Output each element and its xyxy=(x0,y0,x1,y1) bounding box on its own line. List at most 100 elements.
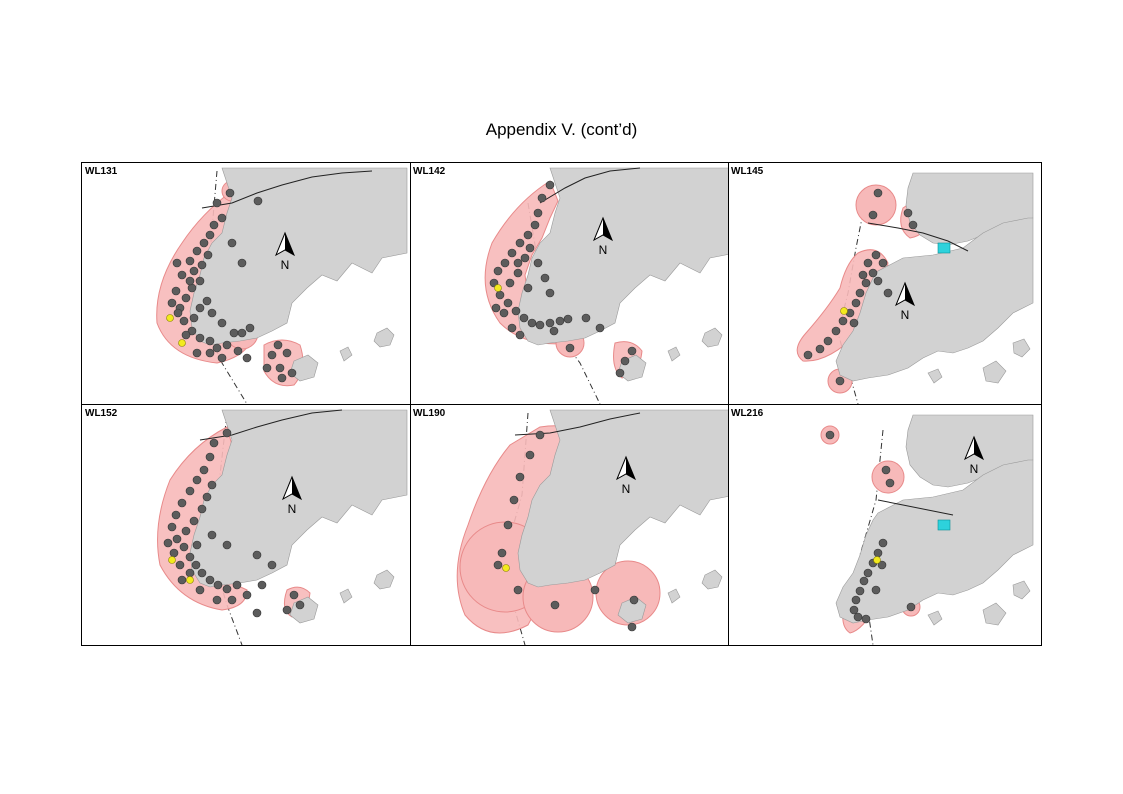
sighting-point xyxy=(163,538,173,548)
sighting-point xyxy=(549,326,559,336)
land-mass xyxy=(701,327,723,348)
sighting-point xyxy=(815,344,825,354)
sighting-point xyxy=(217,318,227,328)
sighting-point xyxy=(515,472,525,482)
sighting-point xyxy=(491,303,501,313)
north-arrow-icon: N xyxy=(615,455,637,496)
sighting-point xyxy=(523,283,533,293)
map-panel-wl131: N WL131 xyxy=(82,163,410,404)
sighting-point xyxy=(237,258,247,268)
sighting-point xyxy=(590,585,600,595)
sighting-point xyxy=(177,270,187,280)
north-arrow-shade xyxy=(974,437,983,459)
land-mass xyxy=(982,360,1007,384)
sighting-point xyxy=(861,614,871,624)
sighting-point xyxy=(868,268,878,278)
sighting-point xyxy=(823,336,833,346)
land-mass xyxy=(835,217,1034,382)
highlight-sighting-point xyxy=(168,556,176,564)
sighting-point xyxy=(179,316,189,326)
sighting-point xyxy=(503,520,513,530)
land-mass xyxy=(701,569,723,590)
sighting-point xyxy=(185,568,195,578)
sighting-point xyxy=(205,230,215,240)
sighting-point xyxy=(855,586,865,596)
home-range-area xyxy=(871,460,905,494)
sighting-point xyxy=(267,560,277,570)
sighting-point xyxy=(493,560,503,570)
sighting-point xyxy=(565,343,575,353)
sighting-point xyxy=(497,548,507,558)
sighting-point xyxy=(871,250,881,260)
panel-label: WL216 xyxy=(731,408,764,419)
sighting-point xyxy=(207,530,217,540)
north-arrow-shade xyxy=(626,457,635,479)
sighting-point xyxy=(849,318,859,328)
land-mass xyxy=(667,346,681,362)
sighting-point xyxy=(203,250,213,260)
sighting-point xyxy=(195,585,205,595)
sighting-point xyxy=(195,303,205,313)
sighting-point xyxy=(853,612,863,622)
map-panel-wl145: N WL145 xyxy=(728,163,1041,404)
sighting-point xyxy=(533,208,543,218)
sighting-point xyxy=(185,256,195,266)
sighting-point xyxy=(835,376,845,386)
sighting-point xyxy=(233,346,243,356)
north-arrow-shade xyxy=(603,218,612,240)
sighting-point xyxy=(167,298,177,308)
land-mass xyxy=(1012,580,1031,600)
sighting-point xyxy=(282,348,292,358)
sighting-point xyxy=(861,278,871,288)
sighting-point xyxy=(192,348,202,358)
sighting-point xyxy=(627,622,637,632)
sighting-point xyxy=(205,575,215,585)
sighting-point xyxy=(863,258,873,268)
sighting-point xyxy=(505,278,515,288)
map-canvas: N xyxy=(157,409,408,645)
sighting-point xyxy=(222,584,232,594)
highlight-sighting-point xyxy=(166,314,174,322)
sighting-point xyxy=(277,373,287,383)
sighting-point xyxy=(525,243,535,253)
land-mass xyxy=(982,602,1007,626)
sighting-point xyxy=(252,608,262,618)
sighting-point xyxy=(212,343,222,353)
sighting-point xyxy=(627,346,637,356)
sighting-point xyxy=(267,350,277,360)
sighting-point xyxy=(615,368,625,378)
road-line xyxy=(539,167,641,204)
sighting-point xyxy=(851,298,861,308)
sighting-point xyxy=(858,270,868,280)
panel-label: WL145 xyxy=(731,166,764,177)
sighting-point xyxy=(172,258,182,268)
map-canvas: N xyxy=(796,172,1034,404)
sighting-point xyxy=(195,333,205,343)
land-mass xyxy=(373,327,395,348)
sighting-point xyxy=(537,193,547,203)
sighting-point xyxy=(873,188,883,198)
sighting-point xyxy=(527,318,537,328)
sighting-point xyxy=(885,478,895,488)
sighting-point xyxy=(181,293,191,303)
sighting-point xyxy=(205,348,215,358)
sighting-point xyxy=(620,356,630,366)
sighting-point xyxy=(181,526,191,536)
sighting-point xyxy=(171,510,181,520)
sighting-point xyxy=(187,326,197,336)
land-mass xyxy=(517,409,728,588)
highlight-sighting-point xyxy=(840,307,848,315)
sighting-point xyxy=(227,238,237,248)
north-arrow-shade xyxy=(905,283,914,305)
sighting-point xyxy=(859,576,869,586)
land-mass xyxy=(339,346,353,362)
map-canvas: N xyxy=(820,414,1034,645)
sighting-point xyxy=(205,452,215,462)
sighting-point xyxy=(185,486,195,496)
land-mass xyxy=(517,167,728,346)
panel-label: WL142 xyxy=(413,166,446,177)
land-mass xyxy=(373,569,395,590)
sighting-point xyxy=(851,595,861,605)
sighting-point xyxy=(177,575,187,585)
sighting-point xyxy=(511,306,521,316)
